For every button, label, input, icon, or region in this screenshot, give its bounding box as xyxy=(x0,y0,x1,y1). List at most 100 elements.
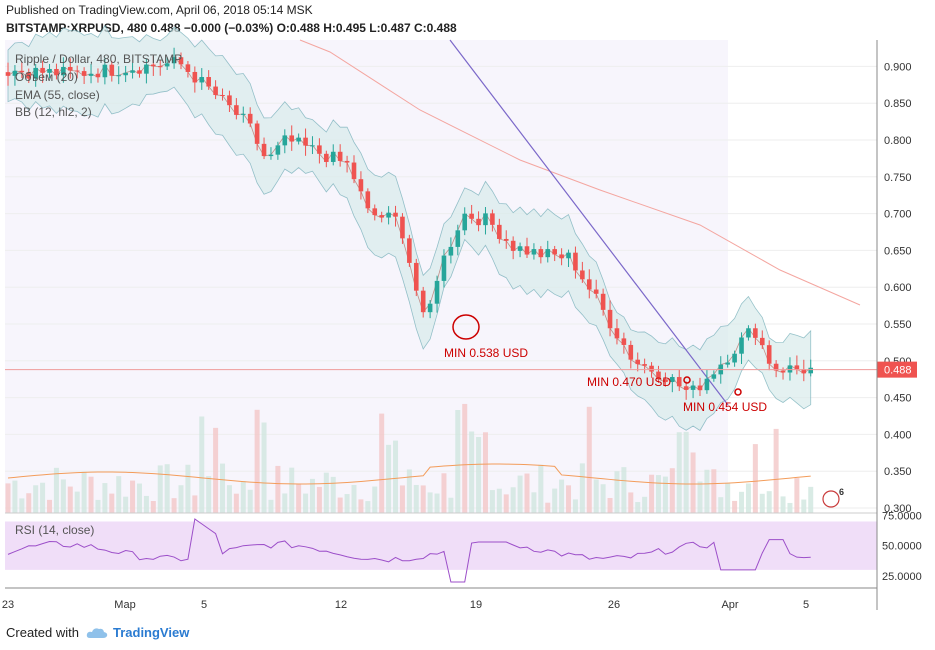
candle-body xyxy=(483,213,488,226)
candle-body xyxy=(40,67,45,73)
volume-bar xyxy=(220,463,226,513)
candle-body xyxy=(497,224,502,239)
candle-body xyxy=(642,364,647,366)
volume-bar xyxy=(808,486,814,513)
candle-body xyxy=(448,246,454,256)
candle-body xyxy=(254,123,260,144)
rsi-tick-label: 25.0000 xyxy=(882,571,922,583)
volume-bar xyxy=(683,431,689,513)
candle-body xyxy=(164,63,170,67)
candle-body xyxy=(413,262,419,291)
candle-body xyxy=(552,249,557,255)
volume-bar xyxy=(572,499,578,513)
candle-body xyxy=(289,135,295,142)
candle-body xyxy=(19,70,25,73)
candle-body xyxy=(676,377,682,387)
volume-bar xyxy=(787,502,793,513)
candle-body xyxy=(780,370,786,373)
candle-body xyxy=(261,143,267,157)
y-tick-label: 0.900 xyxy=(884,61,912,73)
candle-body xyxy=(275,145,281,155)
volume-bar xyxy=(199,416,205,513)
y-tick-label: 0.800 xyxy=(884,135,912,147)
volume-bar xyxy=(74,491,80,513)
min-annotation: MIN 0.454 USD xyxy=(683,400,767,414)
candle-body xyxy=(26,72,32,79)
candle-body xyxy=(95,73,101,78)
volume-bar xyxy=(88,476,94,513)
volume-bar xyxy=(434,493,440,513)
rsi-tick-label: 75.0000 xyxy=(882,510,922,522)
volume-bar xyxy=(213,427,219,513)
volume-bar xyxy=(109,493,115,513)
volume-bar xyxy=(489,490,495,513)
volume-bar xyxy=(192,495,198,513)
candle-body xyxy=(372,208,378,216)
candle-body xyxy=(33,67,38,79)
volume-bar xyxy=(330,476,336,513)
tradingview-brand: TradingView xyxy=(112,625,190,640)
candle-body xyxy=(773,363,779,371)
candle-body xyxy=(74,70,80,72)
candle-body xyxy=(240,113,246,115)
tradingview-link[interactable]: TradingView xyxy=(85,625,189,640)
x-tick-label: 23 xyxy=(2,599,14,611)
y-tick-label: 0.750 xyxy=(884,172,912,184)
volume-bar xyxy=(503,494,509,513)
volume-bar xyxy=(773,428,779,513)
volume-bar xyxy=(282,493,288,513)
y-tick-label: 0.700 xyxy=(884,209,912,221)
volume-bar xyxy=(296,484,302,513)
volume-bar xyxy=(635,502,641,513)
volume-ma-line xyxy=(7,463,811,485)
candle-body xyxy=(67,66,73,71)
price-pane-future-bg xyxy=(728,40,877,513)
candle-body xyxy=(586,279,592,290)
volume-bar xyxy=(669,468,675,513)
volume-bar xyxy=(766,491,772,513)
candle-body xyxy=(649,365,654,372)
volume-bar xyxy=(600,484,606,513)
volume-bar xyxy=(337,497,343,513)
volume-bar xyxy=(344,494,350,513)
min-marker-circle xyxy=(683,376,691,384)
volume-bar xyxy=(759,493,765,513)
event-flag-icon xyxy=(822,490,840,508)
volume-bar xyxy=(171,498,177,513)
volume-bar xyxy=(268,499,274,513)
candle-body xyxy=(455,230,461,247)
candle-body xyxy=(351,162,357,180)
candle-body xyxy=(787,365,793,373)
volume-bar xyxy=(448,497,454,513)
volume-bar xyxy=(303,493,309,513)
volume-bar xyxy=(566,485,572,513)
volume-bar xyxy=(455,410,461,513)
candle-body xyxy=(559,254,564,259)
volume-bar xyxy=(130,480,136,513)
candle-body xyxy=(109,64,115,76)
candle-body xyxy=(621,338,627,345)
volume-bar xyxy=(123,496,129,513)
candle-body xyxy=(386,212,391,218)
candle-body xyxy=(753,328,758,338)
candle-body xyxy=(171,57,177,64)
candle-body xyxy=(330,151,336,162)
x-tick-label: 5 xyxy=(201,599,207,611)
candle-body xyxy=(759,337,765,346)
volume-bar xyxy=(60,479,66,513)
candle-body xyxy=(282,135,288,146)
candle-body xyxy=(116,75,122,77)
volume-bar xyxy=(178,485,184,513)
candle-body xyxy=(580,270,585,280)
candle-body xyxy=(462,213,468,231)
created-with-label: Created with xyxy=(6,625,79,640)
volume-bar xyxy=(275,465,281,513)
volume-bar xyxy=(649,474,655,513)
candle-body xyxy=(503,238,509,241)
candle-body xyxy=(469,213,474,219)
candle-body xyxy=(725,362,730,365)
volume-bar xyxy=(462,403,468,513)
candle-body xyxy=(344,160,350,163)
volume-bar xyxy=(780,496,786,513)
